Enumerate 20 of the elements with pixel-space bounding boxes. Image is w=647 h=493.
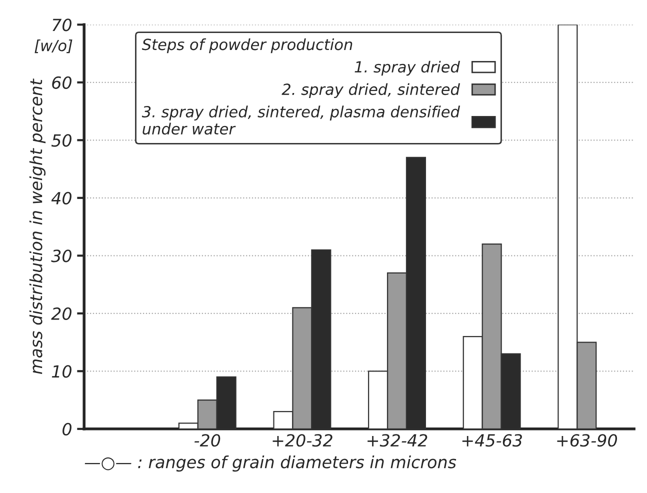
x-tick-label: +45-63 [462,434,522,447]
y-axis-title: mass distribution in weight percent [29,78,46,374]
x-tick-label: +63-90 [557,434,618,447]
y-tick-label: 30 [51,250,72,262]
y-tick-label: 60 [52,76,72,89]
y-tick-label: 0 [62,422,72,436]
y-tick-label: 70 [52,18,72,32]
text: [w/o] [34,39,72,54]
legend-label: 3. spray dried, sintered, plasma densified under water [142,106,460,135]
legend-label: 2. spray dried, sintered [282,83,460,98]
x-axis-title: —○— : ranges of grain diameters in microns [84,455,456,472]
legend-title: Steps of powder production [142,38,352,54]
x-tick-label: -20 [194,434,220,447]
x-tick-label: +32-42 [368,434,428,447]
y-tick-label: 50 [51,134,72,147]
x-tick-label: +20-32 [272,434,332,447]
y-tick-label: 10 [52,365,72,378]
legend-label: 1. spray dried [354,60,460,76]
y-tick-label: 20 [51,307,72,320]
y-tick-label: 40 [51,192,72,204]
